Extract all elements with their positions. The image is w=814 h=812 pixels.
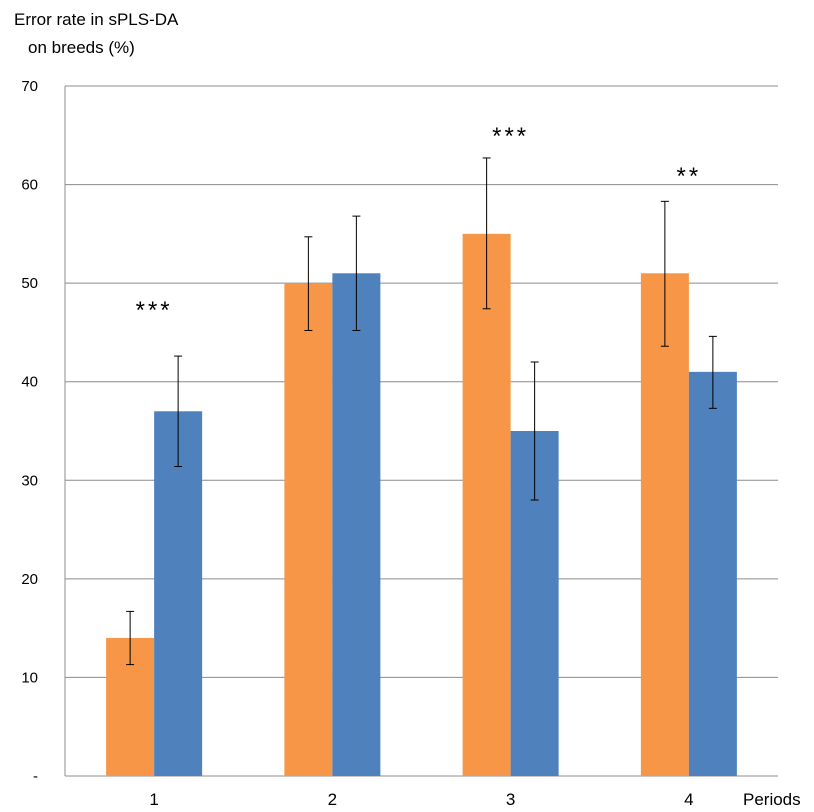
x-tick-label: 4 xyxy=(684,790,693,809)
x-tick-label: 3 xyxy=(506,790,515,809)
y-tick-label: 50 xyxy=(21,275,38,292)
significance-marker: ** xyxy=(677,163,702,190)
bar-series-2 xyxy=(688,371,737,776)
bar-series-2 xyxy=(154,411,203,776)
y-tick-label: - xyxy=(33,768,38,785)
x-axis-title: Periods xyxy=(743,790,801,809)
bar-series-2 xyxy=(332,273,381,776)
x-tick-label: 1 xyxy=(149,790,158,809)
y-axis-title-line-2: on breeds (%) xyxy=(28,38,135,57)
y-tick-label: 10 xyxy=(21,669,38,686)
significance-marker: *** xyxy=(136,297,173,324)
y-tick-label: 20 xyxy=(21,571,38,588)
significance-marker: *** xyxy=(492,123,529,150)
y-tick-label: 30 xyxy=(21,472,38,489)
bar-series-1 xyxy=(462,233,511,776)
y-tick-label: 60 xyxy=(21,177,38,194)
y-axis-title-line-1: Error rate in sPLS-DA xyxy=(14,10,179,29)
y-tick-label: 40 xyxy=(21,374,38,391)
bar-series-1 xyxy=(640,273,689,776)
y-tick-label: 70 xyxy=(21,78,38,95)
bar-series-1 xyxy=(284,283,333,776)
x-tick-label: 2 xyxy=(328,790,337,809)
